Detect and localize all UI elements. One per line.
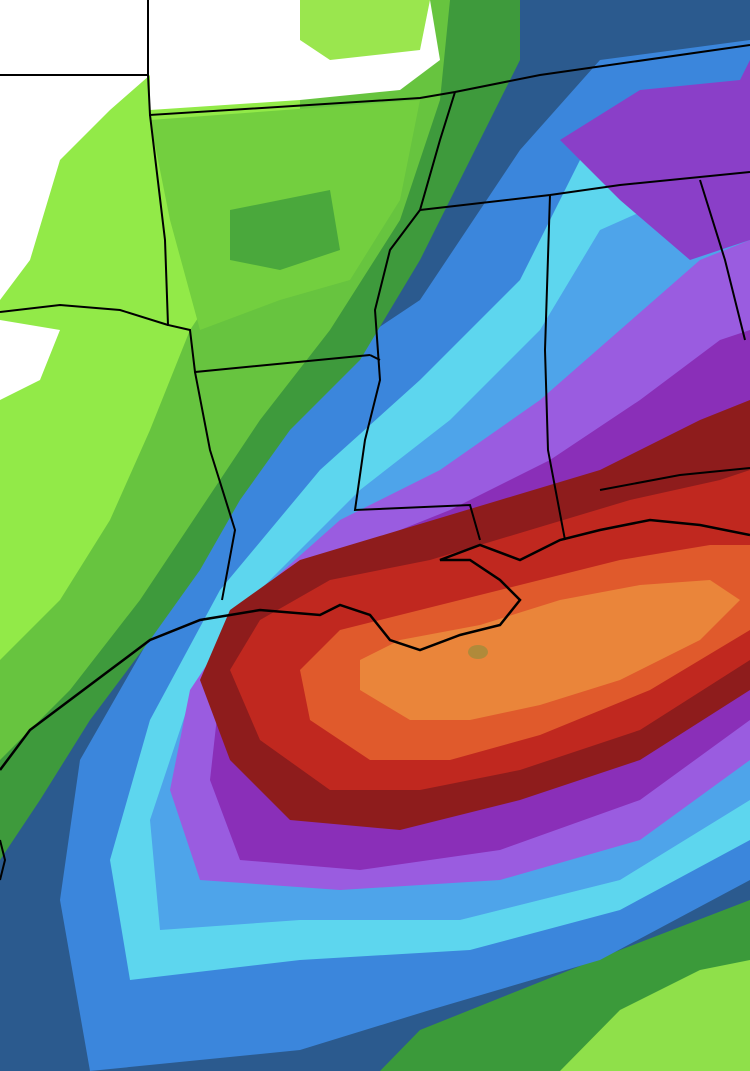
arkansas-dark [230, 190, 340, 270]
orange-core [360, 580, 740, 720]
north-green [300, 0, 430, 60]
no-data-patch [0, 320, 60, 400]
coastline-south [0, 839, 7, 881]
coastline [0, 518, 750, 771]
max-spot [468, 645, 488, 659]
state-borders [0, 0, 750, 601]
purple-patch-north [560, 60, 750, 260]
light-green-patch [560, 960, 750, 1071]
